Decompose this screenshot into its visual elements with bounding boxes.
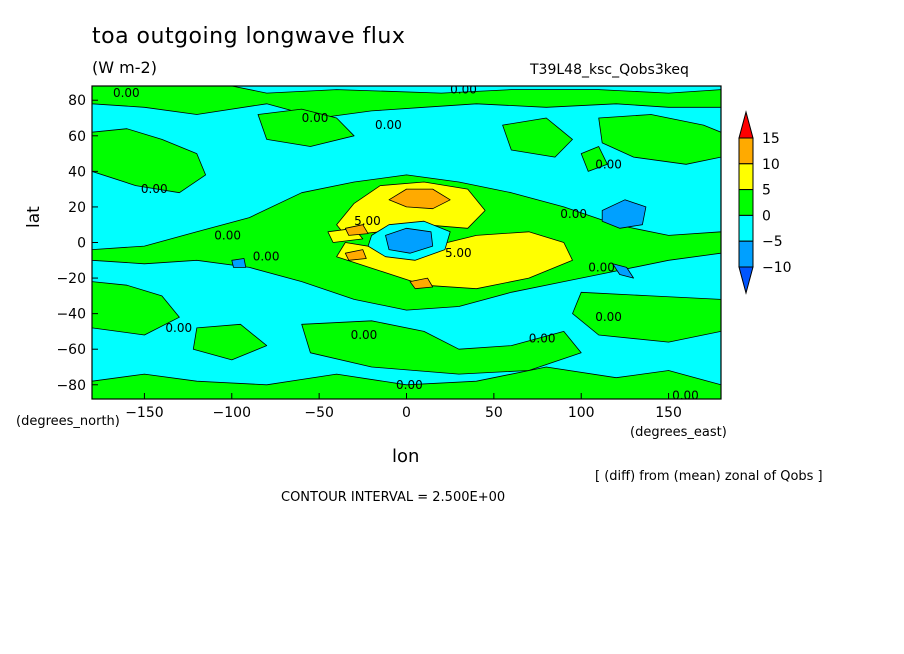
colorbar-segment: [738, 240, 754, 268]
contour-label: 0.00: [351, 328, 378, 342]
run-label: T39L48_ksc_Qobs3keq: [530, 62, 689, 78]
colorbar-segment: [738, 137, 754, 165]
contour-region-green-nh-patch-5: [580, 146, 608, 172]
colorbar-label: 10: [762, 157, 780, 173]
y-axis-ticks: −80 −60 −40 −20 0 20 40 60 80: [56, 93, 98, 394]
y-tick-label: 80: [68, 93, 86, 109]
contour-region-green-nh-patch-2: [92, 128, 207, 194]
contour-region-green-sh-patch-1: [92, 281, 180, 336]
y-tick-label: 0: [77, 236, 86, 252]
contour-region-blue-east-upper: [601, 199, 647, 229]
colorbar: 15 10 5 0 −5 −10: [738, 110, 792, 295]
colorbar-label: −10: [762, 260, 792, 276]
x-axis-label: lon: [392, 446, 420, 467]
contour-region-green-sh-patch-2: [572, 291, 721, 343]
contour-labels: 0.00 0.00 0.00 0.00 0.00 0.00 0.00 0.00 5.00 5.00…: [113, 83, 699, 402]
contour-label: 0.00: [595, 157, 622, 171]
contour-region-blue-center: [385, 227, 434, 254]
contour-label: 0.00: [529, 332, 556, 346]
contour-region-orange-west: [344, 224, 369, 236]
contour-region-blue-east-lower: [612, 263, 634, 279]
filled-contour-regions: [92, 86, 721, 399]
colorbar-segment: [738, 189, 754, 216]
contour-region-orange-south: [409, 277, 434, 290]
contour-label: 5.00: [354, 214, 381, 228]
x-tick-label: 50: [485, 405, 503, 421]
contour-region-green-sh-low: [92, 366, 721, 399]
chart-title: toa outgoing longwave flux: [92, 24, 406, 49]
x-tick-label: −150: [125, 405, 163, 421]
x-axis-unit: (degrees_east): [630, 425, 727, 440]
contour-region-green-sh-patch-3: [192, 323, 268, 361]
x-tick-label: −50: [304, 405, 334, 421]
contour-label: 5.00: [445, 246, 472, 260]
contour-label: 0.00: [165, 321, 192, 335]
colorbar-label: 15: [762, 131, 780, 147]
contour-label: 0.00: [302, 111, 329, 125]
contour-label: 0.00: [396, 378, 423, 392]
colorbar-label: −5: [762, 234, 783, 250]
contour-region-green-nh-patch-1: [257, 108, 355, 147]
colorbar-segment: [738, 214, 754, 242]
contour-region-green-nh-patch-3: [502, 117, 573, 158]
x-tick-label: 150: [655, 405, 682, 421]
colorbar-label: 5: [762, 183, 771, 199]
chart-units: (W m-2): [92, 58, 157, 77]
contour-label: 0.00: [595, 310, 622, 324]
y-tick-label: −60: [56, 342, 86, 358]
y-tick-label: −80: [56, 378, 86, 394]
contour-label: 0.00: [375, 118, 402, 132]
contour-label: 0.00: [450, 83, 477, 97]
y-tick-label: 40: [68, 164, 86, 180]
y-axis-unit: (degrees_north): [16, 414, 120, 429]
contour-region-green-nh-patch-4: [598, 114, 721, 165]
y-tick-label: −20: [56, 271, 86, 287]
contour-region-green-nh-high: [92, 86, 721, 119]
contour-region-green-sh-patch-4: [301, 320, 582, 375]
colorbar-extend-top: [738, 110, 754, 139]
contour-interval-note: CONTOUR INTERVAL = 2.500E+00: [281, 490, 506, 505]
y-tick-label: 20: [68, 200, 86, 216]
contour-label: 0.00: [214, 228, 241, 242]
contour-label: 0.00: [113, 86, 140, 100]
contour-label: 0.00: [672, 388, 699, 402]
x-axis-ticks: −150 −100 −50 0 50 100 150: [125, 393, 682, 421]
contour-label: 0.00: [588, 260, 615, 274]
contour-region-orange-north: [388, 188, 451, 210]
contour-region-blue-west: [231, 258, 247, 268]
difference-note: [ (diff) from (mean) zonal of Qobs ]: [595, 469, 823, 484]
contour-label: 0.00: [141, 182, 168, 196]
contour-label: 0.00: [253, 250, 280, 264]
y-tick-label: −40: [56, 307, 86, 323]
y-tick-label: 60: [68, 129, 86, 145]
x-tick-label: 100: [568, 405, 595, 421]
colorbar-segment: [738, 163, 754, 191]
contour-label: 0.00: [560, 207, 587, 221]
contour-region-orange-sw: [344, 249, 367, 261]
y-axis-label: lat: [24, 206, 44, 228]
colorbar-extend-bottom: [738, 266, 754, 295]
contour-region-yellow-north: [336, 181, 486, 236]
x-tick-label: −100: [213, 405, 251, 421]
colorbar-label: 0: [762, 208, 771, 224]
x-tick-label: 0: [402, 405, 411, 421]
